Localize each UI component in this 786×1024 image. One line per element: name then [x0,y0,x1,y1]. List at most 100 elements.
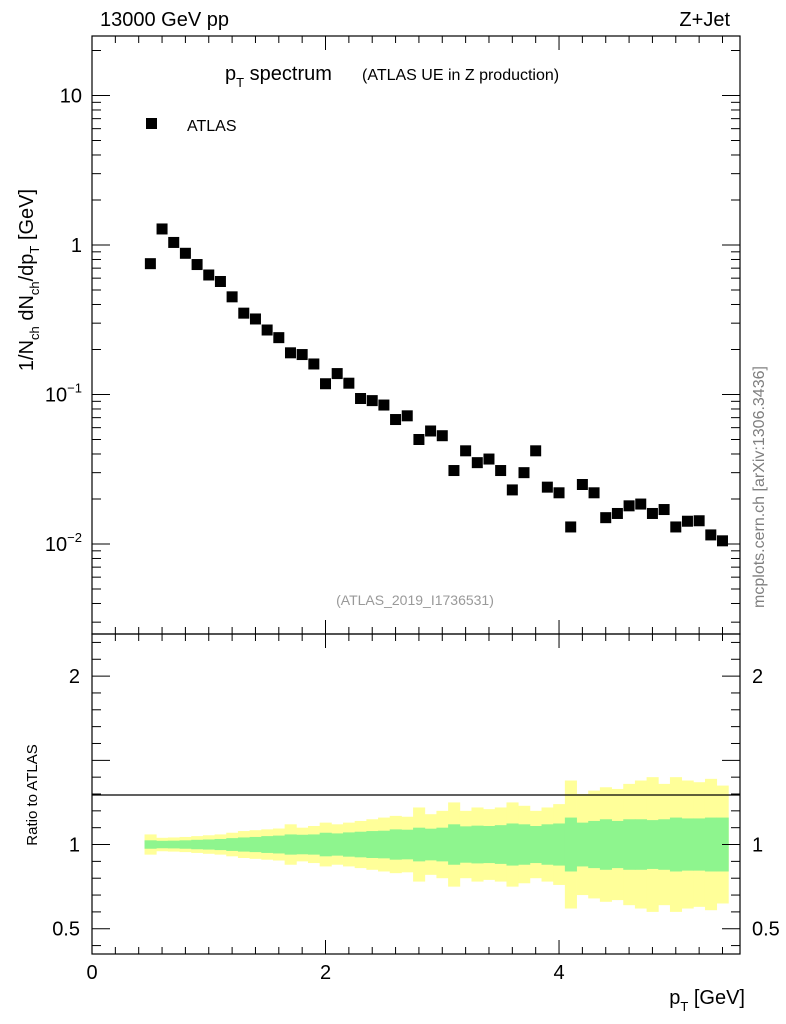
ratio-band-inner [296,834,309,855]
data-point [296,349,308,361]
side-label: mcplots.cern.ch [arXiv:1306.3436] [751,366,768,608]
ratio-band-inner [588,820,601,869]
ratio-band-inner [471,825,484,864]
ratio-band-inner [214,838,227,851]
data-point [413,433,425,445]
data-point [144,258,156,270]
ratio-band-inner [564,817,577,872]
data-point [401,410,413,422]
data-point [448,465,460,477]
data-point [284,347,296,359]
ratio-band-inner [494,825,507,864]
ratio-band-inner [284,834,297,855]
data-point [308,358,320,370]
x-axis-label: pT [GeV] [669,987,745,1014]
data-point [541,481,553,493]
data-point [495,465,507,477]
data-point [716,535,728,547]
plot-title-note: (ATLAS UE in Z production) [362,67,559,84]
data-point [588,487,600,499]
ratio-band-inner [658,819,671,870]
data-point [156,223,168,235]
ratio-band-inner [249,836,262,853]
y-tick-label: 10−1 [45,380,82,406]
ratio-band-inner [623,819,636,870]
ratio-band-inner [378,830,391,859]
ratio-y-tick-label: 2 [69,666,80,688]
data-point [635,498,647,510]
header-right: Z+Jet [679,9,730,31]
ratio-band-inner [366,831,379,858]
ratio-band-inner [319,832,332,857]
data-point [425,425,437,437]
ratio-y-tick-label-right: 0.5 [752,919,780,941]
ratio-band-inner [553,823,566,866]
ratio-y-tick-label-right: 2 [752,666,763,688]
data-point [705,529,717,541]
data-point [343,377,355,389]
ratio-band-inner [413,827,426,862]
ratio-band-inner [389,829,402,860]
x-tick-label: 0 [86,962,97,984]
data-point [600,512,612,524]
data-point [179,247,191,259]
ratio-band-inner [599,819,612,870]
data-point [483,453,495,465]
ratio-y-tick-label: 0.5 [52,919,80,941]
data-point [238,307,250,319]
ratio-band-inner [272,835,286,854]
data-point [320,378,332,390]
ratio-band-inner [506,823,519,866]
data-point [553,487,565,499]
y-tick-label: 10−2 [45,530,82,556]
ratio-band-inner [167,840,180,849]
data-point [355,393,367,405]
y-tick-label: 1 [71,235,82,257]
x-tick-label: 2 [320,962,331,984]
data-point [273,332,285,344]
ratio-plot: 0 2 4 2 2 1 1 0.5 0.5 Ratio to ATLAS [24,633,780,984]
ratio-band-inner [179,840,192,849]
ratio-band-inner [343,832,356,857]
ratio-band-inner [611,820,624,869]
ratio-band-inner [144,840,157,849]
data-point [576,479,588,490]
ratio-band-inner [634,819,647,870]
main-ticks: 10 1 10−1 10−2 [45,36,740,634]
y-axis-label: 1/Nch dNch/dpT [GeV] [16,189,42,371]
ratio-band-inner [529,826,542,864]
data-point [226,291,238,303]
y-tick-label: 10 [60,85,82,107]
legend-marker-atlas [146,118,157,129]
data-point [658,504,670,516]
ratio-band-inner [448,824,461,865]
ratio-band-inner [424,828,437,861]
data-point [670,521,682,533]
main-marks [144,223,728,547]
ratio-band-inner [436,827,449,862]
data-point [203,269,215,281]
data-point [261,324,273,336]
data-point [390,414,402,426]
ratio-y-tick-label-right: 1 [752,835,763,857]
main-plot: 10 1 10−1 10−2 pT spectrum (ATLAS UE in Z p… [16,35,741,635]
data-point [471,457,483,469]
ratio-band-inner [237,837,251,852]
data-point [168,236,180,248]
data-point [191,259,203,271]
ratio-band-inner [646,820,659,869]
data-point [530,445,542,457]
ratio-band-inner [191,839,204,850]
data-point [518,467,530,479]
data-point [331,368,343,380]
data-point [681,515,693,527]
ratio-band-inner [541,824,554,865]
ratio-band-inner [681,818,694,871]
ratio-band-inner [354,831,367,858]
ratio-band-inner [331,833,344,856]
legend-label-atlas: ATLAS [187,118,237,135]
data-point [565,521,577,533]
data-point [249,313,261,325]
data-point [460,445,472,457]
